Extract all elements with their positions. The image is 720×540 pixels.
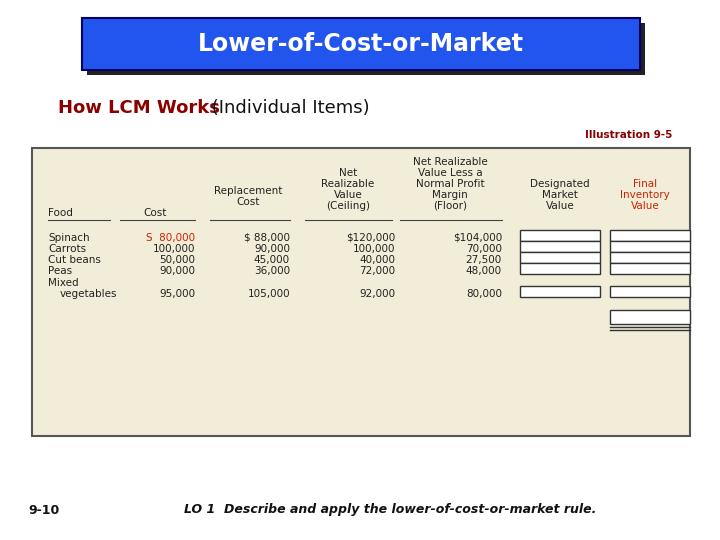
Text: Net: Net	[339, 168, 357, 178]
Text: Carrots: Carrots	[48, 244, 86, 254]
Text: Cost: Cost	[236, 197, 260, 207]
Text: How LCM Works: How LCM Works	[58, 99, 220, 117]
Text: 9-10: 9-10	[28, 503, 59, 516]
Text: 72,000: 72,000	[359, 266, 395, 276]
Bar	[32, 148, 690, 436]
Bar	[82, 18, 640, 70]
Bar	[610, 263, 690, 274]
Text: Lower-of-Cost-or-Market: Lower-of-Cost-or-Market	[198, 32, 524, 56]
Text: 90,000: 90,000	[159, 266, 195, 276]
Text: Cost: Cost	[143, 208, 167, 218]
Text: $ 88,000: $ 88,000	[244, 233, 290, 243]
Text: Spinach: Spinach	[48, 233, 89, 243]
Text: Value: Value	[546, 201, 575, 211]
Text: 80,000: 80,000	[466, 289, 502, 299]
Text: (Floor): (Floor)	[433, 201, 467, 211]
Text: Peas: Peas	[48, 266, 72, 276]
Text: Cut beans: Cut beans	[48, 255, 101, 265]
Text: Inventory: Inventory	[620, 190, 670, 200]
Text: Market: Market	[542, 190, 578, 200]
Text: Final: Final	[633, 179, 657, 189]
Bar	[610, 310, 690, 324]
Text: 100,000: 100,000	[353, 244, 395, 254]
Text: 27,500: 27,500	[466, 255, 502, 265]
Text: LO 1  Describe and apply the lower-of-cost-or-market rule.: LO 1 Describe and apply the lower-of-cos…	[184, 503, 596, 516]
Text: S  80,000: S 80,000	[146, 233, 195, 243]
Text: (Individual Items): (Individual Items)	[206, 99, 369, 117]
Bar	[610, 252, 690, 263]
Text: 90,000: 90,000	[254, 244, 290, 254]
Text: 50,000: 50,000	[159, 255, 195, 265]
Text: Net Realizable: Net Realizable	[413, 157, 487, 167]
Text: 92,000: 92,000	[359, 289, 395, 299]
Text: Replacement: Replacement	[214, 186, 282, 196]
Text: Normal Profit: Normal Profit	[415, 179, 485, 189]
Text: $120,000: $120,000	[346, 233, 395, 243]
Bar	[610, 241, 690, 252]
Text: 70,000: 70,000	[466, 244, 502, 254]
Text: Value: Value	[333, 190, 362, 200]
Text: $104,000: $104,000	[453, 233, 502, 243]
Bar	[87, 23, 645, 75]
Text: Value Less a: Value Less a	[418, 168, 482, 178]
Bar	[520, 263, 600, 274]
Text: 95,000: 95,000	[159, 289, 195, 299]
Text: 105,000: 105,000	[248, 289, 290, 299]
Text: 48,000: 48,000	[466, 266, 502, 276]
Bar	[520, 286, 600, 297]
Bar	[520, 241, 600, 252]
Text: (Ceiling): (Ceiling)	[326, 201, 370, 211]
Text: Margin: Margin	[432, 190, 468, 200]
Text: vegetables: vegetables	[60, 289, 117, 299]
Text: 45,000: 45,000	[254, 255, 290, 265]
Bar	[520, 230, 600, 241]
Text: 40,000: 40,000	[359, 255, 395, 265]
Text: Value: Value	[631, 201, 660, 211]
Bar	[520, 252, 600, 263]
Text: Realizable: Realizable	[321, 179, 374, 189]
Text: Designated: Designated	[530, 179, 590, 189]
Text: 100,000: 100,000	[153, 244, 195, 254]
Bar	[610, 286, 690, 297]
Text: Food: Food	[48, 208, 73, 218]
Bar	[610, 230, 690, 241]
Text: Illustration 9-5: Illustration 9-5	[585, 130, 672, 140]
Text: 36,000: 36,000	[254, 266, 290, 276]
Text: Mixed: Mixed	[48, 278, 78, 288]
